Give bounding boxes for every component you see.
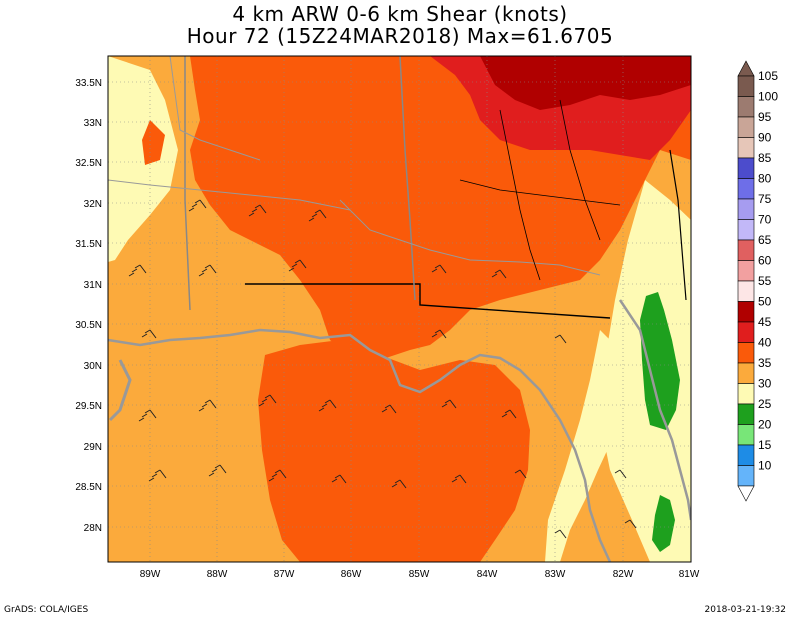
colorbar-swatch bbox=[737, 96, 755, 118]
lat-label: 32N bbox=[84, 199, 102, 210]
lon-label: 88W bbox=[207, 569, 228, 580]
contour-45-50-gulf bbox=[258, 340, 530, 562]
graticule bbox=[108, 56, 691, 562]
lat-label: 32.5N bbox=[75, 158, 102, 169]
colorbar-label: 15 bbox=[758, 438, 772, 452]
colorbar-label: 60 bbox=[758, 254, 772, 268]
colorbar-label: 30 bbox=[758, 377, 772, 391]
contour-55-60 bbox=[480, 56, 691, 110]
lon-label: 81W bbox=[679, 569, 700, 580]
colorbar-label: 100 bbox=[758, 90, 778, 104]
colorbar-label: 50 bbox=[758, 295, 772, 309]
lat-label: 30N bbox=[84, 361, 102, 372]
contour-35-40-west bbox=[108, 56, 178, 262]
lat-label: 29.5N bbox=[75, 401, 102, 412]
lon-axis: 89W 88W 87W 86W 85W 84W 83W 82W 81W bbox=[140, 569, 700, 580]
lon-label: 85W bbox=[409, 569, 430, 580]
contour-30-35-east bbox=[640, 292, 680, 430]
lon-label: 84W bbox=[477, 569, 498, 580]
colorbar-label: 85 bbox=[758, 151, 772, 165]
ga-sc-border bbox=[669, 149, 687, 301]
colorbar-swatch bbox=[737, 75, 755, 97]
colorbar-swatch bbox=[737, 260, 755, 282]
plot-frame bbox=[107, 55, 692, 563]
colorbar-swatch bbox=[737, 383, 755, 405]
louisiana-coast bbox=[108, 359, 132, 422]
colorbar-swatch bbox=[737, 178, 755, 200]
lat-label: 28N bbox=[84, 523, 102, 534]
colorbar-label: 40 bbox=[758, 336, 772, 350]
lat-axis: 33.5N 33N 32.5N 32N 31.5N 31N 30.5N 30N … bbox=[75, 78, 102, 534]
colorbar-label: 25 bbox=[758, 397, 772, 411]
colorbar-label: 10 bbox=[758, 459, 772, 473]
colorbar-label: 90 bbox=[758, 131, 772, 145]
lon-label: 87W bbox=[274, 569, 295, 580]
colorbar-swatch bbox=[737, 198, 755, 220]
colorbar-swatch bbox=[737, 321, 755, 343]
lat-label: 31.5N bbox=[75, 239, 102, 250]
footer-credit: GrADS: COLA/IGES bbox=[4, 605, 89, 615]
contour-45-50-spot bbox=[142, 120, 165, 165]
coastline bbox=[108, 328, 612, 562]
shear-contours bbox=[108, 56, 691, 562]
colorbar-label: 65 bbox=[758, 233, 772, 247]
contour-30-35-south bbox=[652, 495, 675, 552]
colorbar-swatch bbox=[737, 342, 755, 364]
lat-label: 30.5N bbox=[75, 320, 102, 331]
map-title-line2: Hour 72 (15Z24MAR2018) Max=61.6705 bbox=[186, 24, 614, 48]
lat-label: 29N bbox=[84, 442, 102, 453]
ms-al-border bbox=[184, 56, 191, 311]
county-lines-6 bbox=[459, 179, 621, 206]
lon-label: 82W bbox=[613, 569, 634, 580]
colorbar-swatch bbox=[737, 280, 755, 302]
county-lines-5 bbox=[559, 99, 601, 241]
colorbar-arrow-top bbox=[737, 60, 755, 77]
colorbar-swatch bbox=[737, 362, 755, 384]
colorbar-label: 35 bbox=[758, 356, 772, 370]
colorbar-label: 45 bbox=[758, 315, 772, 329]
colorbar-label: 20 bbox=[758, 418, 772, 432]
al-ga-border bbox=[399, 56, 416, 301]
contour-35-40-coast bbox=[545, 330, 622, 562]
lat-label: 33N bbox=[84, 118, 102, 129]
colorbar-swatch bbox=[737, 137, 755, 159]
contour-40-45-sw bbox=[108, 300, 170, 562]
colorbar-label: 105 bbox=[758, 69, 778, 83]
colorbar: 105 100 95 90 85 80 75 70 65 60 55 50 45 40 35 30 25 20 15… bbox=[737, 60, 778, 502]
colorbar-label: 95 bbox=[758, 110, 772, 124]
colorbar-label: 75 bbox=[758, 192, 772, 206]
colorbar-label: 80 bbox=[758, 172, 772, 186]
lon-label: 86W bbox=[341, 569, 362, 580]
lat-label: 33.5N bbox=[75, 78, 102, 89]
lon-label: 83W bbox=[545, 569, 566, 580]
east-coastline bbox=[618, 299, 691, 521]
lat-label: 28.5N bbox=[75, 482, 102, 493]
colorbar-swatch bbox=[737, 157, 755, 179]
lon-label: 89W bbox=[140, 569, 161, 580]
colorbar-swatch bbox=[737, 219, 755, 241]
colorbar-swatch bbox=[737, 403, 755, 425]
colorbar-label: 70 bbox=[758, 213, 772, 227]
county-lines-2 bbox=[339, 199, 601, 276]
boundaries bbox=[108, 56, 691, 562]
county-lines-3 bbox=[108, 179, 351, 211]
colorbar-swatch bbox=[737, 465, 755, 487]
colorbar-arrow-bottom bbox=[737, 485, 755, 502]
colorbar-swatch bbox=[737, 239, 755, 261]
footer-timestamp: 2018-03-21-19:32 bbox=[704, 605, 787, 615]
al-fl-border bbox=[245, 283, 611, 319]
lat-label: 31N bbox=[84, 280, 102, 291]
colorbar-label: 55 bbox=[758, 274, 772, 288]
county-lines-4 bbox=[499, 109, 541, 281]
colorbar-swatch bbox=[737, 444, 755, 466]
wind-barbs bbox=[128, 199, 637, 539]
colorbar-swatch bbox=[737, 301, 755, 323]
colorbar-swatch bbox=[737, 424, 755, 446]
map-title-line1: 4 km ARW 0-6 km Shear (knots) bbox=[232, 2, 568, 26]
county-lines-1 bbox=[169, 56, 261, 161]
colorbar-swatch bbox=[737, 116, 755, 138]
